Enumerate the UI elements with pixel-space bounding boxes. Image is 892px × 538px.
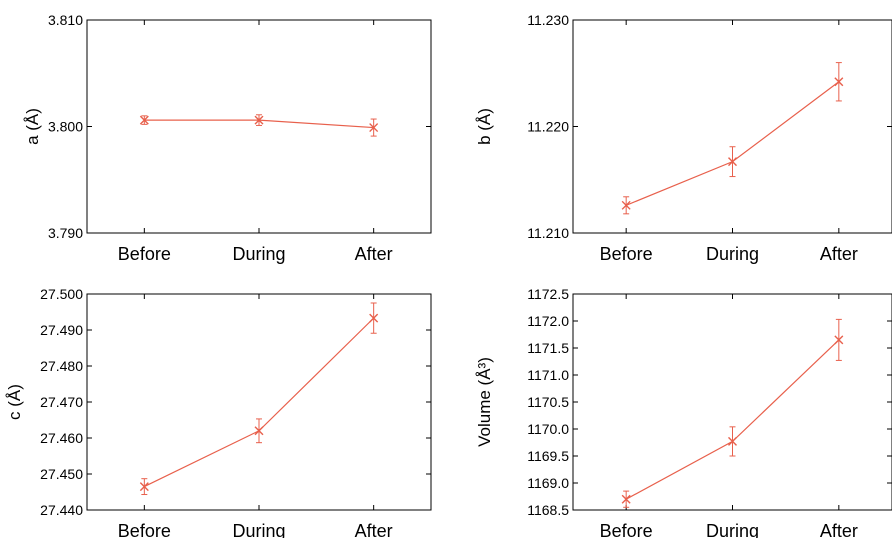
chart-panel-4: 1168.5 1169.0 1169.5 1170.0 1170.5 1171.0 1171… [475, 286, 892, 538]
y-tick-label: 1170.0 [527, 421, 569, 437]
y-tick-label: 27.450 [40, 466, 83, 482]
data-point [254, 114, 264, 126]
data-point [621, 196, 631, 215]
x-category-label: After [355, 521, 393, 538]
x-category-label: After [820, 244, 858, 264]
y-tick-label: 1169.5 [527, 448, 569, 464]
data-point [728, 146, 737, 178]
y-axis-label: b (Å) [475, 108, 494, 145]
data-point [254, 418, 264, 444]
chart-panel-1: 3.790 3.800 3.810 Before During After a (Å) [23, 12, 432, 264]
data-point [621, 490, 631, 508]
y-tick-label: 27.460 [40, 430, 83, 446]
y-tick-label: 11.210 [527, 225, 569, 241]
marker-x-b [621, 200, 631, 210]
series-line [144, 317, 375, 488]
y-tick-label: 3.800 [48, 119, 83, 135]
y-tick-label: 1170.5 [527, 394, 569, 410]
y-tick-label: 1171.0 [527, 367, 569, 383]
plot-frame [572, 19, 892, 234]
y-tick-label: 1172.5 [527, 286, 569, 302]
chart-panel-3: 27.440 27.450 27.460 27.470 27.480 27.490 27.5… [5, 286, 432, 538]
y-tick-label: 11.220 [527, 119, 569, 135]
marker-x-b [254, 426, 264, 436]
x-category-label: During [706, 244, 759, 264]
x-category-label: Before [118, 244, 171, 264]
y-tick-label: 1168.5 [527, 502, 569, 518]
y-tick-label: 3.790 [48, 225, 83, 241]
marker-x-b [834, 335, 844, 345]
y-tick-label: 27.480 [40, 358, 83, 374]
plot-frame [86, 19, 432, 234]
x-category-label: After [820, 521, 858, 538]
marker-x-b [139, 115, 149, 125]
chart-panel-2: 11.210 11.220 11.230 Before During After b (Å) [475, 12, 892, 264]
marker-x-b [728, 436, 737, 446]
marker-x-b [369, 123, 379, 133]
x-category-label: Before [118, 521, 171, 538]
data-point [139, 115, 149, 125]
y-tick-label: 27.470 [40, 394, 83, 410]
data-point [834, 62, 844, 102]
marker-x-b [139, 482, 149, 492]
x-category-label: During [706, 521, 759, 538]
x-category-label: During [232, 244, 285, 264]
series-line [625, 81, 840, 206]
y-tick-label: 3.810 [48, 12, 83, 28]
y-tick-label: 1171.5 [527, 340, 569, 356]
data-point [369, 302, 379, 334]
y-tick-label: 27.440 [40, 502, 83, 518]
plot-frame [572, 293, 892, 511]
x-category-label: After [355, 244, 393, 264]
y-axis-label: a (Å) [23, 108, 42, 145]
marker-x-b [621, 494, 631, 504]
x-category-label: Before [600, 521, 653, 538]
data-point [369, 118, 379, 137]
x-category-label: Before [600, 244, 653, 264]
y-axis-label: Volume (Å³) [475, 357, 494, 447]
data-point [139, 478, 149, 496]
data-point [728, 426, 737, 457]
y-tick-label: 1172.0 [527, 313, 569, 329]
y-tick-label: 11.230 [527, 12, 569, 28]
marker-x-b [728, 157, 737, 167]
plot-frame [86, 293, 432, 511]
series-line [625, 339, 840, 500]
y-axis-label: c (Å) [5, 384, 24, 420]
y-tick-label: 27.490 [40, 322, 83, 338]
marker-x-b [254, 115, 264, 125]
y-tick-label: 1169.0 [527, 475, 569, 491]
marker-x-b [834, 77, 844, 87]
marker-x-b [369, 313, 379, 323]
y-tick-label: 27.500 [40, 286, 83, 302]
data-point [834, 318, 844, 361]
x-category-label: During [232, 521, 285, 538]
